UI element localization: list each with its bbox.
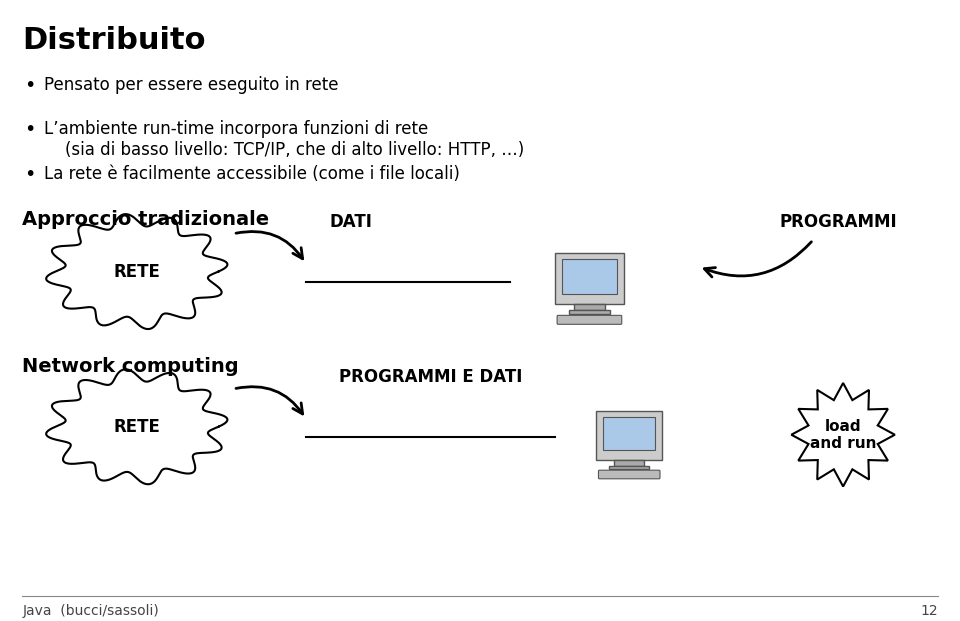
FancyBboxPatch shape <box>614 460 644 466</box>
FancyBboxPatch shape <box>563 259 616 294</box>
FancyBboxPatch shape <box>555 253 624 304</box>
Text: RETE: RETE <box>113 418 160 436</box>
Text: load
and run: load and run <box>810 419 876 451</box>
Text: Java  (bucci/sassoli): Java (bucci/sassoli) <box>22 604 159 618</box>
FancyBboxPatch shape <box>596 410 662 460</box>
Text: Network computing: Network computing <box>22 357 239 376</box>
Text: PROGRAMMI: PROGRAMMI <box>780 213 897 231</box>
Text: PROGRAMMI E DATI: PROGRAMMI E DATI <box>339 368 522 386</box>
Text: •: • <box>24 120 36 139</box>
Text: DATI: DATI <box>329 213 372 231</box>
FancyArrowPatch shape <box>236 387 302 414</box>
FancyBboxPatch shape <box>610 466 649 469</box>
FancyBboxPatch shape <box>598 470 660 479</box>
Text: L’ambiente run-time incorpora funzioni di rete
    (sia di basso livello: TCP/IP: L’ambiente run-time incorpora funzioni d… <box>44 120 524 159</box>
Text: Distribuito: Distribuito <box>22 26 205 55</box>
Text: 12: 12 <box>920 604 938 618</box>
Text: RETE: RETE <box>113 263 160 281</box>
FancyBboxPatch shape <box>557 315 622 324</box>
Text: •: • <box>24 165 36 184</box>
Text: Pensato per essere eseguito in rete: Pensato per essere eseguito in rete <box>44 76 339 94</box>
FancyBboxPatch shape <box>568 310 611 314</box>
Text: La rete è facilmente accessibile (come i file locali): La rete è facilmente accessibile (come i… <box>44 165 460 183</box>
FancyArrowPatch shape <box>236 232 302 259</box>
Text: •: • <box>24 76 36 94</box>
FancyArrowPatch shape <box>705 242 811 277</box>
FancyBboxPatch shape <box>604 417 655 450</box>
Text: Approccio tradizionale: Approccio tradizionale <box>22 210 270 229</box>
FancyBboxPatch shape <box>574 304 605 310</box>
